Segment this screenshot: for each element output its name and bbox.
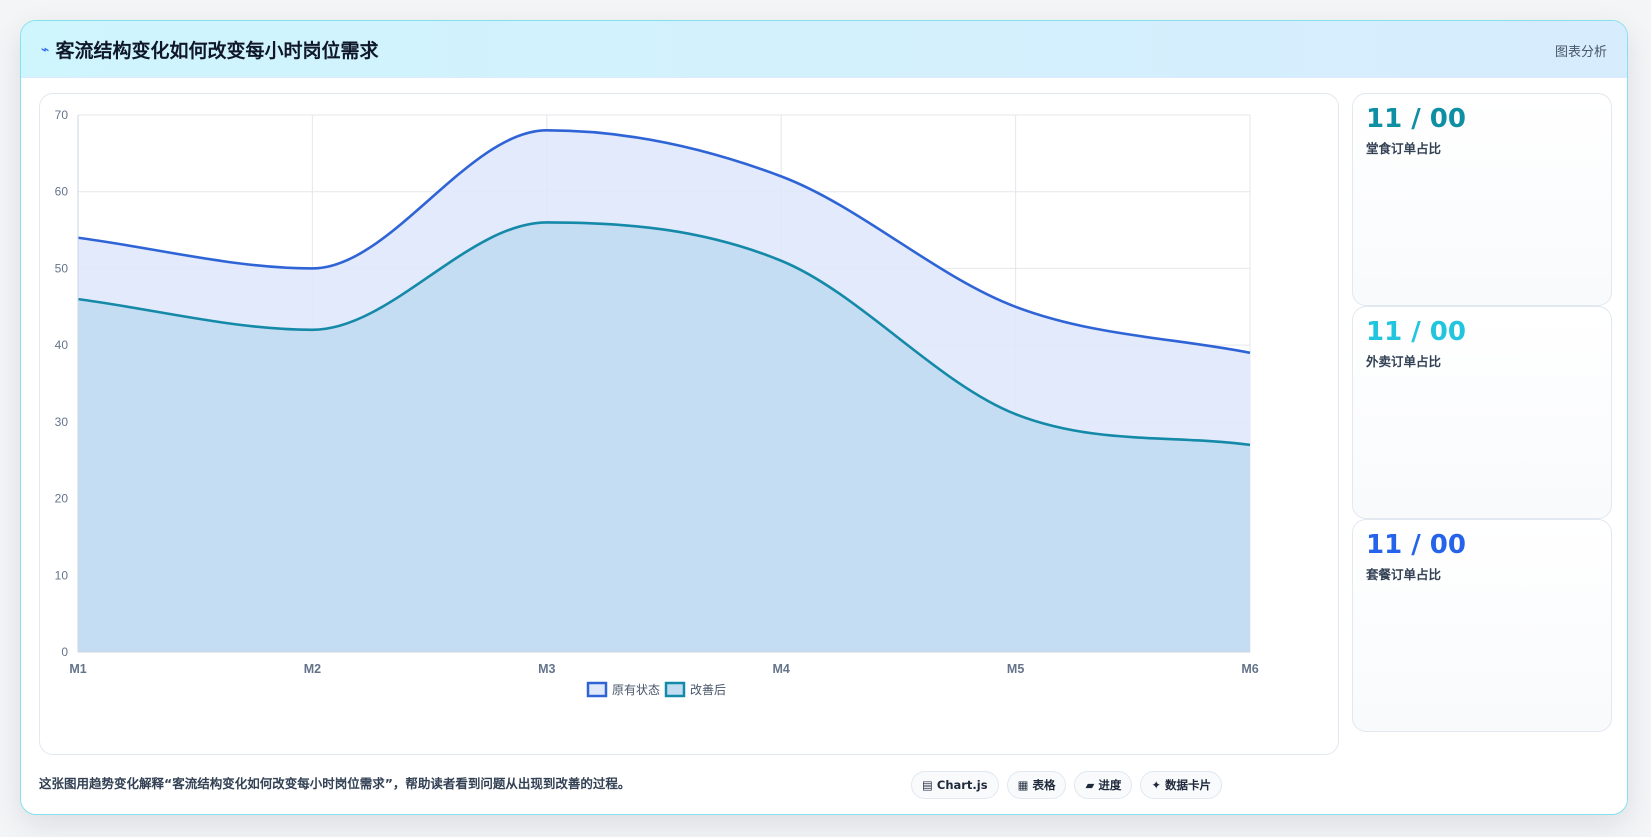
- y-tick-label: 10: [55, 568, 69, 582]
- chip-label: 进度: [1098, 778, 1122, 792]
- stat-value: 11 / 00: [1366, 317, 1466, 347]
- legend-swatch: [664, 681, 686, 698]
- chip-label: 数据卡片: [1164, 778, 1211, 792]
- series-area-1: [78, 222, 1250, 652]
- stat-label: 外卖订单占比: [1366, 354, 1442, 369]
- x-tick-label: M4: [773, 662, 790, 676]
- header-tag: 图表分析: [1554, 45, 1607, 60]
- y-tick-label: 50: [55, 261, 69, 275]
- sparkle-icon: ✦: [1151, 778, 1161, 792]
- chart-line-icon: ⌁: [41, 41, 50, 58]
- y-tick-label: 60: [55, 185, 69, 199]
- legend-swatch: [586, 681, 608, 698]
- series-line-1: [77, 221, 1251, 447]
- y-tick-label: 30: [55, 415, 69, 429]
- chart-description: 这张图用趋势变化解释“客流结构变化如何改变每小时岗位需求”，帮助读者看到问题从出…: [39, 776, 631, 791]
- stat-card-combo: 11 / 00 套餐订单占比: [1352, 519, 1612, 732]
- stat-value: 11 / 00: [1366, 530, 1466, 560]
- x-tick-label: M3: [538, 662, 555, 676]
- series-line-0: [77, 129, 1251, 355]
- y-tick-label: 70: [55, 108, 69, 122]
- x-tick-label: M1: [69, 662, 86, 676]
- y-tick-label: 20: [55, 492, 69, 506]
- stat-value: 11 / 00: [1366, 104, 1466, 134]
- bar-chart-icon: ▤: [922, 778, 933, 792]
- chip-chartjs[interactable]: ▤ Chart.js: [911, 771, 999, 799]
- stat-card-dine-in: 11 / 00 堂食订单占比: [1352, 93, 1612, 306]
- chip-label: Chart.js: [936, 778, 988, 792]
- x-tick-label: M2: [304, 662, 321, 676]
- page-title: ⌁ 客流结构变化如何改变每小时岗位需求: [41, 36, 378, 63]
- y-tick-label: 40: [55, 338, 69, 352]
- stat-label: 套餐订单占比: [1366, 567, 1442, 582]
- chip-table[interactable]: ▦ 表格: [1006, 771, 1067, 799]
- chart-panel: 0 10 20 30 40 50 60 70 M1 M2 M3 M4 M5 M6 原有状态 改善后: [39, 93, 1339, 755]
- card-header: ⌁ 客流结构变化如何改变每小时岗位需求 图表分析: [21, 21, 1627, 78]
- x-tick-label: M5: [1007, 662, 1024, 676]
- table-icon: ▦: [1017, 778, 1029, 792]
- chart-card: ⌁ 客流结构变化如何改变每小时岗位需求 图表分析 0 10 20 30 40 50 60 70…: [20, 20, 1628, 815]
- legend-label: 改善后: [690, 682, 726, 697]
- stat-card-delivery: 11 / 00 外卖订单占比: [1352, 306, 1612, 519]
- x-tick-label: M6: [1241, 662, 1258, 676]
- y-tick-label: 0: [61, 645, 68, 659]
- chip-progress[interactable]: ▰ 进度: [1074, 771, 1133, 799]
- title-text: 客流结构变化如何改变每小时岗位需求: [55, 40, 379, 62]
- legend-label: 原有状态: [612, 683, 660, 697]
- stat-label: 堂食订单占比: [1366, 141, 1442, 156]
- chip-data-card[interactable]: ✦ 数据卡片: [1140, 771, 1222, 799]
- progress-icon: ▰: [1085, 778, 1095, 792]
- tech-chips: ▤ Chart.js ▦ 表格 ▰ 进度 ✦ 数据卡片: [911, 771, 1222, 799]
- chip-label: 表格: [1032, 778, 1056, 792]
- area-chart: 0 10 20 30 40 50 60 70 M1 M2 M3 M4 M5 M6 原有状态 改善后: [55, 108, 1259, 698]
